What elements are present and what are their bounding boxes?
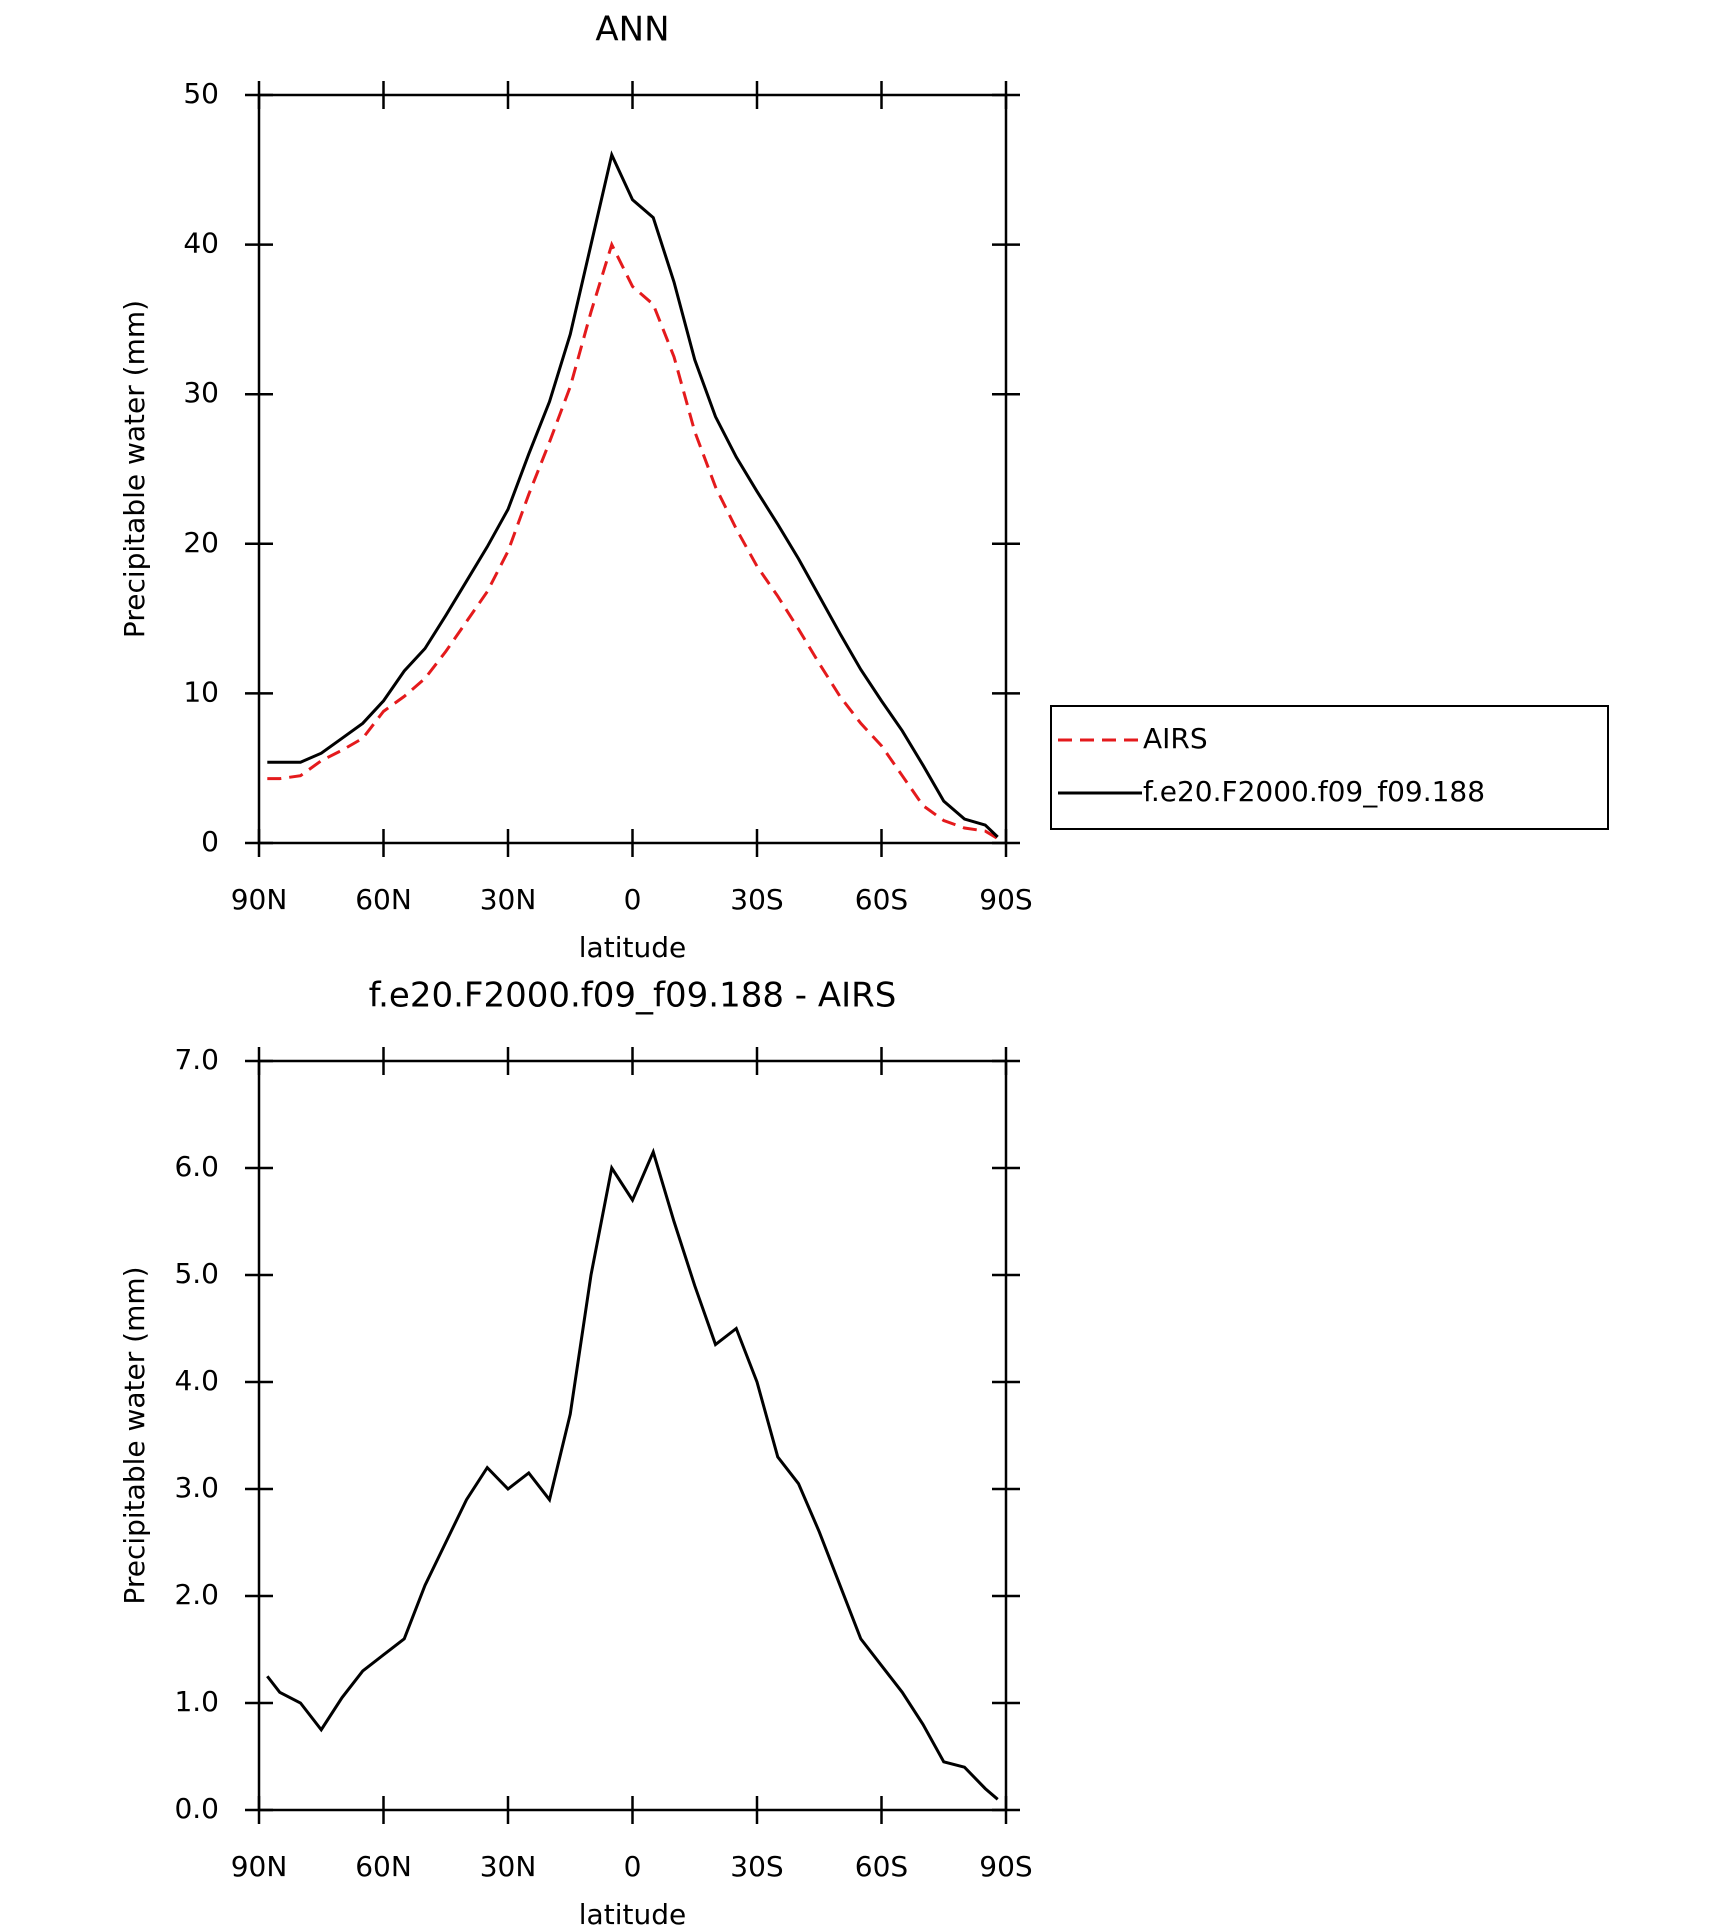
x-tick-label: 30N <box>480 1850 537 1883</box>
y-tick-label: 1.0 <box>174 1685 219 1718</box>
y-tick-label: 20 <box>183 526 219 559</box>
legend-label: f.e20.F2000.f09_f09.188 <box>1143 775 1485 808</box>
y-tick-label: 2.0 <box>174 1578 219 1611</box>
y-tick-label: 10 <box>183 675 219 708</box>
y-tick-label: 6.0 <box>174 1150 219 1183</box>
x-tick-label: 30S <box>730 883 783 916</box>
data-line <box>267 240 999 840</box>
legend-label: AIRS <box>1143 722 1208 755</box>
y-tick-label: 3.0 <box>174 1471 219 1504</box>
legend-box <box>1050 705 1609 830</box>
x-tick-label: 0 <box>624 1850 642 1883</box>
y-tick-label: 7.0 <box>174 1043 219 1076</box>
x-axis-label: latitude <box>579 931 686 964</box>
y-tick-label: 50 <box>183 77 219 110</box>
y-tick-label: 30 <box>183 376 219 409</box>
x-tick-label: 30S <box>730 1850 783 1883</box>
y-axis-label: Precipitable water (mm) <box>118 300 151 638</box>
x-tick-label: 60S <box>855 1850 908 1883</box>
x-tick-label: 90S <box>979 1850 1032 1883</box>
x-tick-label: 90S <box>979 883 1032 916</box>
y-tick-label: 5.0 <box>174 1257 219 1290</box>
x-tick-label: 90N <box>231 1850 288 1883</box>
plot-frame <box>257 1059 1008 1812</box>
x-tick-label: 30N <box>480 883 537 916</box>
x-tick-label: 90N <box>231 883 288 916</box>
x-tick-label: 60N <box>355 1850 412 1883</box>
plot-frame <box>257 93 1008 845</box>
y-axis-label: Precipitable water (mm) <box>118 1266 151 1604</box>
y-tick-label: 4.0 <box>174 1364 219 1397</box>
x-tick-label: 60N <box>355 883 412 916</box>
y-tick-label: 0 <box>201 825 219 858</box>
data-line <box>266 1147 999 1801</box>
y-tick-label: 40 <box>183 227 219 260</box>
chart-title: ANN <box>595 10 669 50</box>
x-tick-label: 0 <box>624 883 642 916</box>
x-tick-label: 60S <box>855 883 908 916</box>
y-tick-label: 0.0 <box>174 1792 219 1825</box>
data-line <box>267 150 999 839</box>
chart-title: f.e20.F2000.f09_f09.188 - AIRS <box>369 976 897 1016</box>
x-axis-label: latitude <box>579 1898 686 1927</box>
